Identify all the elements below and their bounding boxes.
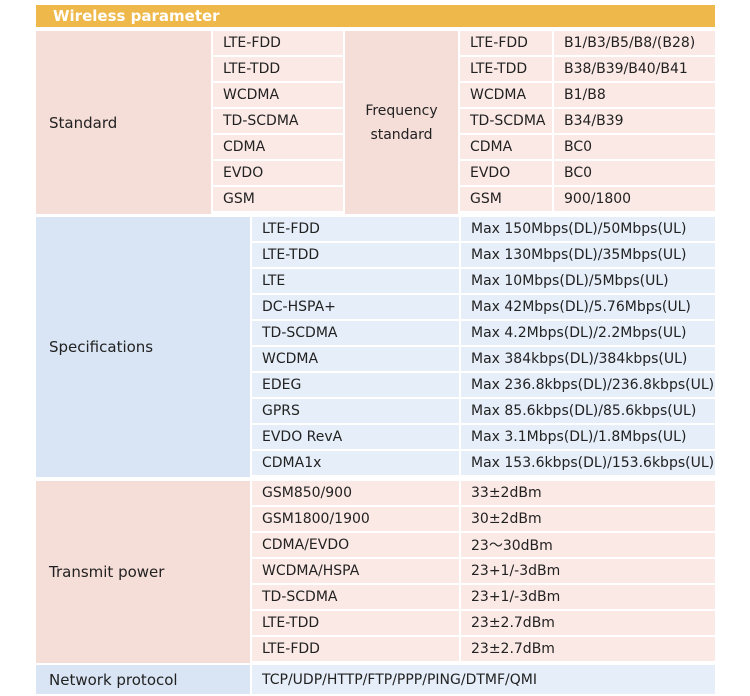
spec-value: Max 130Mbps(DL)/35Mbps(UL): [461, 243, 715, 267]
specifications-label: Specifications: [36, 217, 250, 477]
transmit-power-label: Transmit power: [36, 481, 250, 663]
power-name: LTE-FDD: [252, 637, 459, 661]
power-name: LTE-TDD: [252, 611, 459, 635]
power-name: WCDMA/HSPA: [252, 559, 459, 583]
band-name: GSM: [460, 187, 552, 211]
power-value: 23～30dBm: [461, 533, 715, 557]
band-name: LTE-FDD: [460, 31, 552, 55]
power-name: GSM850/900: [252, 481, 459, 505]
band-value: B1/B8: [554, 83, 715, 107]
spec-value: Max 153.6kbps(DL)/153.6kbps(UL): [461, 451, 715, 475]
spec-name: DC-HSPA+: [252, 295, 459, 319]
standard-label: Standard: [36, 31, 211, 214]
spec-name: EVDO RevA: [252, 425, 459, 449]
band-value: B38/B39/B40/B41: [554, 57, 715, 81]
spec-name: GPRS: [252, 399, 459, 423]
spec-value: Max 4.2Mbps(DL)/2.2Mbps(UL): [461, 321, 715, 345]
standard-item: TD-SCDMA: [213, 109, 343, 133]
spec-name: EDEG: [252, 373, 459, 397]
standard-item: LTE-TDD: [213, 57, 343, 81]
network-protocol-label: Network protocol: [36, 665, 250, 694]
frequency-standard-label: Frequency standard: [345, 31, 458, 214]
spec-value: Max 236.8kbps(DL)/236.8kbps(UL): [461, 373, 715, 397]
spec-name: LTE-TDD: [252, 243, 459, 267]
band-name: WCDMA: [460, 83, 552, 107]
spec-value: Max 3.1Mbps(DL)/1.8Mbps(UL): [461, 425, 715, 449]
band-name: EVDO: [460, 161, 552, 185]
network-protocol-value: TCP/UDP/HTTP/FTP/PPP/PING/DTMF/QMI: [252, 665, 715, 694]
standard-item: CDMA: [213, 135, 343, 159]
power-value: 33±2dBm: [461, 481, 715, 505]
standard-item: WCDMA: [213, 83, 343, 107]
spec-value: Max 42Mbps(DL)/5.76Mbps(UL): [461, 295, 715, 319]
power-value: 23±2.7dBm: [461, 637, 715, 661]
spec-name: LTE: [252, 269, 459, 293]
power-value: 23+1/-3dBm: [461, 559, 715, 583]
spec-value: Max 85.6kbps(DL)/85.6kbps(UL): [461, 399, 715, 423]
band-name: TD-SCDMA: [460, 109, 552, 133]
band-name: CDMA: [460, 135, 552, 159]
power-name: GSM1800/1900: [252, 507, 459, 531]
standard-item: LTE-FDD: [213, 31, 343, 55]
band-value: BC0: [554, 135, 715, 159]
power-value: 30±2dBm: [461, 507, 715, 531]
spec-value: Max 384kbps(DL)/384kbps(UL): [461, 347, 715, 371]
section-title: Wireless parameter: [36, 5, 715, 27]
power-value: 23±2.7dBm: [461, 611, 715, 635]
spec-name: LTE-FDD: [252, 217, 459, 241]
power-name: TD-SCDMA: [252, 585, 459, 609]
band-value: 900/1800: [554, 187, 715, 211]
standard-item: EVDO: [213, 161, 343, 185]
power-name: CDMA/EVDO: [252, 533, 459, 557]
standard-item: GSM: [213, 187, 343, 211]
spec-name: TD-SCDMA: [252, 321, 459, 345]
spec-value: Max 10Mbps(DL)/5Mbps(UL): [461, 269, 715, 293]
spec-name: WCDMA: [252, 347, 459, 371]
spec-value: Max 150Mbps(DL)/50Mbps(UL): [461, 217, 715, 241]
power-value: 23+1/-3dBm: [461, 585, 715, 609]
band-value: B1/B3/B5/B8/(B28): [554, 31, 715, 55]
spec-name: CDMA1x: [252, 451, 459, 475]
band-value: BC0: [554, 161, 715, 185]
band-value: B34/B39: [554, 109, 715, 133]
band-name: LTE-TDD: [460, 57, 552, 81]
